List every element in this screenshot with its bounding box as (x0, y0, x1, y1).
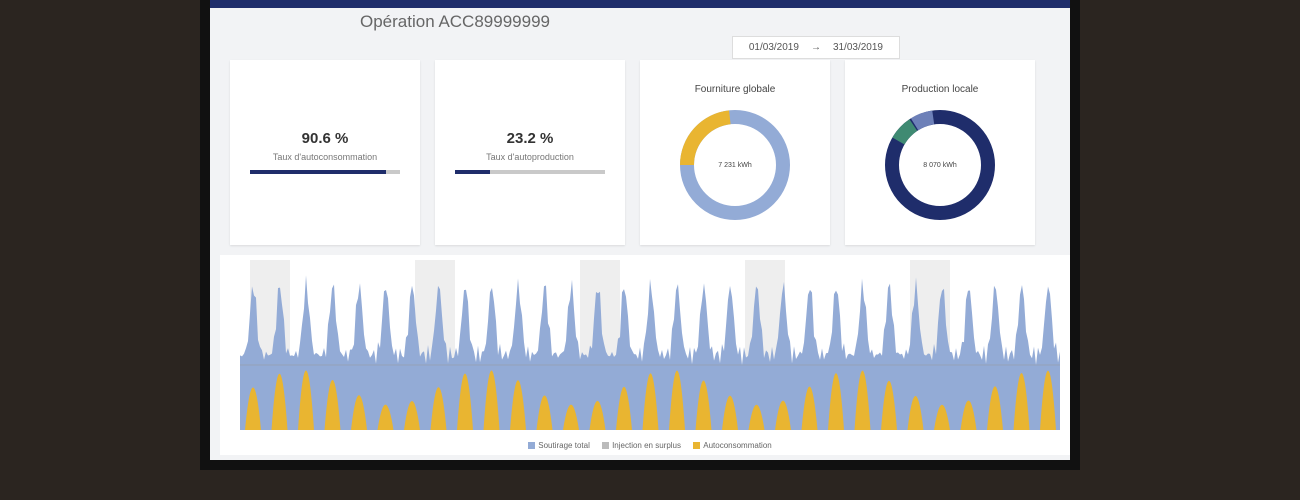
area-autoconsommation (1013, 373, 1030, 430)
area-autoconsommation (430, 387, 447, 430)
area-autoconsommation (642, 373, 659, 430)
area-autoconsommation (245, 387, 261, 430)
kpi-label: Taux d'autoconsommation (272, 152, 378, 162)
arrow: → (810, 42, 821, 53)
legend-swatch (602, 442, 610, 450)
progress-bar (455, 170, 490, 174)
area-autoconsommation (960, 400, 977, 430)
area-autoconsommation (934, 404, 950, 430)
donut-title: Production locale (901, 84, 979, 95)
kpi-card: 90.6 % Taux d'autoconsommation (230, 60, 420, 245)
page-title: Opération ACC89999999 (360, 12, 550, 31)
legend: Soutirage total Injection en surplus Aut… (220, 441, 1070, 450)
area-autoconsommation (271, 373, 288, 430)
area-autoconsommation (828, 373, 844, 430)
kpi-value: 23.2 % (506, 130, 554, 147)
progress-bar (250, 170, 386, 174)
area-chart (240, 260, 1060, 430)
legend-swatch (693, 442, 701, 450)
date-range[interactable]: 01/03/2019 → 31/03/2019 (731, 36, 900, 59)
area-autoconsommation (483, 370, 500, 430)
donut-card: Production locale 8 070 kWh (845, 60, 1035, 245)
area-autoconsommation (324, 380, 341, 430)
donut-segment (885, 110, 995, 220)
legend-swatch (528, 442, 536, 450)
area-soutirage (240, 275, 1060, 430)
donut: 8 070 kWh (885, 110, 995, 220)
area-chart-panel: Soutirage total Injection en surplus Aut… (220, 255, 1070, 455)
legend-label: Soutirage total (538, 441, 590, 450)
area-autoconsommation (695, 380, 712, 430)
donut-card: Fourniture globale 7 231 kWh (640, 60, 830, 245)
area-autoconsommation (589, 400, 606, 430)
donut-title: Fourniture globale (694, 84, 776, 95)
area-autoconsommation (536, 395, 553, 430)
area-autoconsommation (987, 386, 1003, 430)
area-autoconsommation (563, 404, 579, 430)
area-autoconsommation (722, 395, 738, 430)
screen: Opération ACC89999999 01/03/2019 → 31/03/2… (200, 0, 1080, 470)
area-autoconsommation (669, 370, 685, 430)
area-autoconsommation (1040, 370, 1056, 430)
area-autoconsommation (616, 386, 632, 430)
legend-label: Autoconsommation (703, 441, 772, 450)
area-autoconsommation (775, 400, 791, 430)
donut-segment (885, 110, 995, 220)
area-autoconsommation (377, 404, 394, 430)
donut-segment (680, 110, 790, 220)
donut-ring (885, 110, 995, 220)
kpi-label: Taux d'autoproduction (486, 152, 574, 162)
area-autoconsommation (881, 380, 897, 430)
donut: 7 231 kWh (680, 110, 790, 220)
area-autoconsommation (351, 395, 367, 430)
kpi-card: 23.2 % Taux d'autoproduction (435, 60, 625, 245)
donut-center: 7 231 kWh (718, 162, 752, 169)
donut-center: 8 070 kWh (923, 162, 957, 169)
top-bar (210, 0, 1070, 8)
area-autoconsommation (404, 401, 420, 430)
kpi-value: 90.6 % (301, 130, 349, 147)
legend-label: Injection en surplus (612, 441, 682, 450)
progress-track (250, 170, 400, 174)
area-autoconsommation (748, 404, 765, 430)
area-autoconsommation (298, 370, 314, 430)
area-autoconsommation (510, 380, 526, 430)
area-autoconsommation (457, 373, 473, 430)
date-to: 31/03/2019 (832, 42, 883, 53)
date-from: 01/03/2019 (748, 42, 799, 53)
progress-track (455, 170, 605, 174)
area-autoconsommation (907, 396, 924, 430)
area-autoconsommation (801, 386, 818, 430)
area-autoconsommation (854, 370, 871, 430)
